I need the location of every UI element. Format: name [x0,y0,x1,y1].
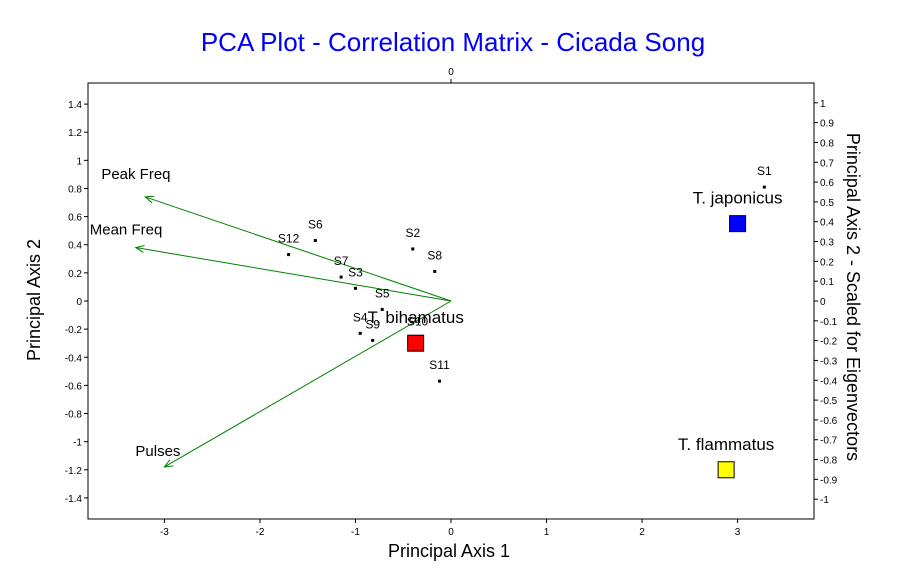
y-tick-label: 0.6 [68,213,82,224]
y-tick-label: -0.2 [65,325,83,336]
sample-label: S12 [278,232,300,246]
y-tick-label: -0.4 [65,353,83,364]
sample-point [438,379,442,383]
y2-axis-title: Principal Axis 2 - Scaled for Eigenvecto… [843,133,863,461]
x-tick-label: 2 [639,527,645,538]
x-axis-title: Principal Axis 1 [388,541,510,561]
y2-tick-label: 0.2 [820,257,834,268]
sample-point [313,239,317,243]
vector-label: Mean Freq [90,222,163,239]
sample-label: S10 [407,315,429,329]
x-tick-label: -3 [160,527,169,538]
y2-tick-label: -0.6 [820,416,838,427]
x-tick-label: 1 [544,527,550,538]
y2-tick-label: -0.8 [820,456,838,467]
sample-label: S7 [334,254,349,268]
group-label: T. japonicus [693,189,783,208]
sample-point [371,338,375,342]
vector-arrowhead [144,195,155,204]
sample-label: S3 [348,265,363,279]
x-tick-label: -2 [255,527,264,538]
y2-tick-label: 0.5 [820,198,834,209]
sample-point [339,275,343,279]
sample-point [411,247,415,251]
sample-point [380,307,384,311]
vector-line [164,300,452,468]
y-tick-label: -1.4 [65,494,83,505]
vector-arrowhead [163,459,174,468]
y-tick-label: -1.2 [65,466,83,477]
chart-title: PCA Plot - Correlation Matrix - Cicada S… [201,27,705,57]
x-tick-label: 0 [448,527,454,538]
sample-point [287,253,291,257]
y2-tick-label: -0.1 [820,317,838,328]
top-tick-label: 0 [448,67,454,78]
vectors-layer: Peak Freq Mean Freq Pulses [90,166,452,468]
sample-label: S6 [308,218,323,232]
sample-point [358,331,362,335]
y-tick-label: 1.2 [68,128,82,139]
ticks-layer: -3 -2 -1 0 1 2 3 0 -1.4 -1.2 -1 -0.8 -0.6 -0.4 -0.2 0 0.… [65,67,838,538]
sample-label: S5 [375,286,390,300]
y2-tick-label: 0.8 [820,138,834,149]
y2-tick-label: -0.3 [820,356,838,367]
group-marker [407,334,425,352]
sample-point [762,185,766,189]
y-tick-label: 0.2 [68,269,82,280]
y2-tick-label: -1 [820,495,829,506]
x-tick-label: -1 [351,527,360,538]
sample-label: S2 [405,226,420,240]
y2-tick-label: -0.4 [820,376,838,387]
y2-tick-label: 0.7 [820,158,834,169]
sample-point [433,269,437,273]
sample-label: S1 [757,164,772,178]
y-tick-label: 1 [76,156,82,167]
group-marker [717,461,735,479]
group-marker [729,215,747,233]
x-tick-label: 3 [735,527,741,538]
y2-tick-label: 0.6 [820,178,834,189]
y2-tick-label: 0.4 [820,218,834,229]
y-tick-label: -0.8 [65,410,83,421]
groups-layer: T. japonicus T. bihamatus T. flammatus [367,189,783,479]
y2-tick-label: 1 [820,99,826,110]
y2-tick-label: 0.3 [820,238,834,249]
y-tick-label: -0.6 [65,381,83,392]
y2-tick-label: -0.5 [820,396,838,407]
group-label: T. flammatus [678,435,774,454]
y2-tick-label: 0.9 [820,119,834,130]
sample-point [353,286,357,290]
y-tick-label: -1 [73,438,82,449]
y-tick-label: 0.8 [68,184,82,195]
vector-arrowhead [134,244,145,253]
vector-line [145,196,452,302]
sample-label: S8 [427,248,442,262]
y-tick-label: 1.4 [68,100,82,111]
vector-label: Pulses [135,443,180,460]
sample-label: S4 [353,310,368,324]
y2-tick-label: -0.9 [820,475,838,486]
y2-tick-label: -0.7 [820,436,838,447]
y-tick-label: 0 [76,297,82,308]
sample-label: S9 [365,317,380,331]
y2-tick-label: -0.2 [820,337,838,348]
y-axis-title: Principal Axis 2 [24,239,44,361]
y2-tick-label: 0 [820,297,826,308]
sample-label: S11 [429,358,450,372]
y-tick-label: 0.4 [68,241,82,252]
y2-tick-label: 0.1 [820,277,834,288]
vector-label: Peak Freq [101,166,170,183]
group-label: T. bihamatus [367,308,463,327]
vector-line [135,247,452,302]
